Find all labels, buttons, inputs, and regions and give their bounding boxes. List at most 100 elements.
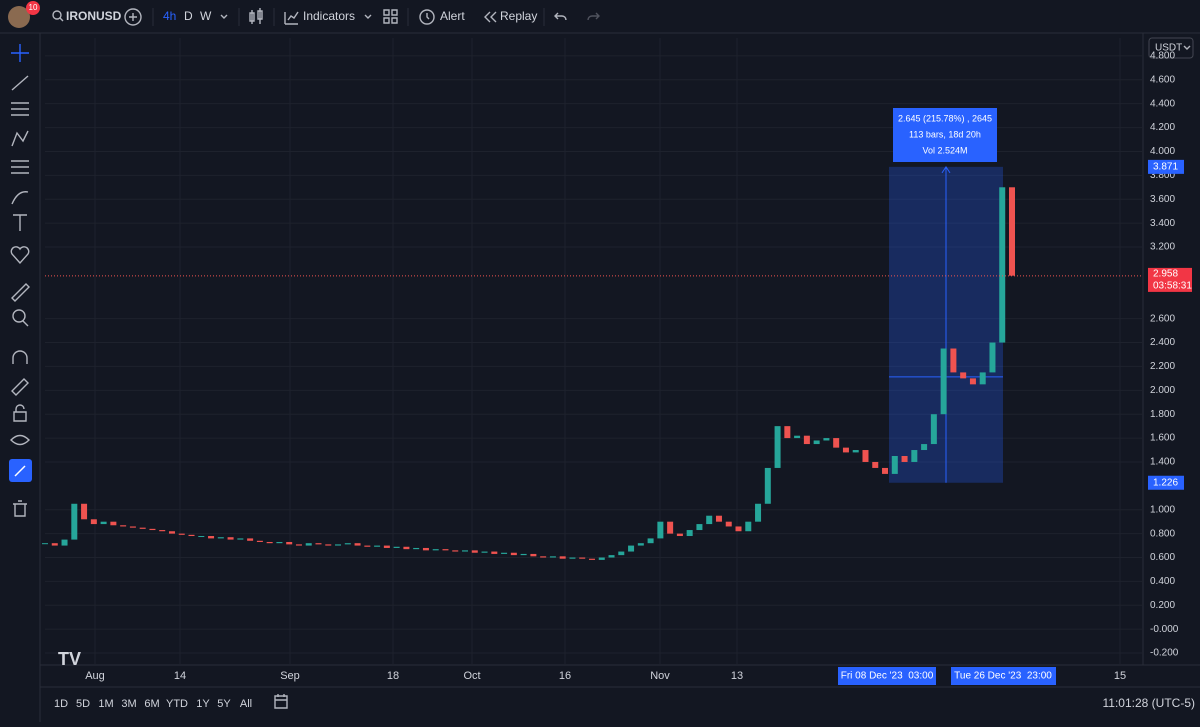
prediction[interactable] — [11, 160, 29, 174]
currency[interactable]: USDT — [1155, 43, 1182, 54]
candle — [940, 348, 947, 415]
candle — [217, 537, 224, 539]
symbol[interactable]: IRONUSD — [66, 9, 122, 23]
favorites[interactable] — [10, 246, 30, 265]
candle — [159, 530, 166, 532]
currency-select[interactable] — [1148, 37, 1194, 59]
zoom[interactable] — [12, 309, 26, 323]
interval[interactable]: W — [200, 9, 212, 23]
candle — [178, 533, 185, 535]
range-button[interactable]: 5Y — [217, 698, 231, 710]
candle — [335, 544, 342, 546]
undo[interactable] — [554, 12, 567, 21]
candle — [383, 545, 390, 548]
range-button[interactable]: 5D — [76, 698, 90, 710]
indicators-icon[interactable] — [284, 11, 299, 25]
candle — [930, 414, 937, 445]
candle — [530, 553, 537, 557]
candle — [745, 521, 752, 532]
text-tool[interactable] — [13, 214, 27, 231]
chart-type[interactable] — [249, 8, 263, 24]
time-label: Tue 26 Dec '23 23:00 — [954, 671, 1052, 682]
candle — [120, 525, 127, 527]
y-tick-label: 1.600 — [1150, 433, 1175, 444]
time-label: Fri 08 Dec '23 03:00 — [841, 671, 934, 682]
candle — [305, 543, 312, 546]
plot: Aug 14 Sep 18 Oct 16 Nov 13 15 4.800 4.600 4.400 4.2… — [42, 38, 1192, 685]
candle — [481, 551, 488, 553]
candle — [364, 545, 371, 547]
candle — [247, 538, 254, 541]
candle — [452, 550, 459, 552]
range-button[interactable]: 6M — [144, 698, 159, 710]
y-tick-label: 2.600 — [1150, 313, 1175, 324]
ruler[interactable] — [11, 283, 30, 302]
range-button[interactable]: 1D — [54, 698, 68, 710]
indicators[interactable]: Indicators — [303, 9, 355, 23]
candle — [90, 519, 97, 525]
candle — [374, 545, 381, 547]
candle — [618, 551, 625, 556]
brush[interactable] — [11, 191, 29, 205]
candle — [208, 536, 215, 539]
candle — [628, 545, 635, 552]
candle — [901, 456, 908, 462]
alert[interactable]: Alert — [440, 9, 465, 23]
candle — [588, 558, 595, 560]
measure-text: 2.645 (215.78%) , 2645 — [898, 113, 992, 123]
lock[interactable] — [13, 404, 27, 422]
candle — [950, 348, 957, 373]
candle — [696, 524, 703, 531]
replay[interactable]: Replay — [500, 9, 537, 23]
crosshair[interactable] — [11, 44, 29, 62]
candle — [1009, 187, 1015, 276]
candle — [462, 550, 469, 552]
candle — [891, 456, 898, 474]
fib[interactable] — [11, 102, 29, 116]
measure-price-badge — [1148, 159, 1184, 174]
candle — [833, 438, 840, 448]
layouts[interactable] — [383, 9, 398, 24]
range-button[interactable]: 1M — [98, 698, 113, 710]
candle — [61, 539, 68, 546]
avatar[interactable] — [8, 6, 30, 28]
x-tick-label: 16 — [559, 670, 571, 682]
remove[interactable] — [13, 500, 27, 517]
stay-drawing[interactable] — [11, 378, 29, 396]
candle — [872, 461, 879, 468]
interval[interactable]: D — [184, 9, 193, 23]
candle — [803, 435, 810, 445]
candle — [227, 537, 234, 540]
y-tick-label: 2.000 — [1150, 385, 1175, 396]
candle — [266, 541, 273, 544]
candle — [784, 426, 791, 439]
magnet[interactable] — [12, 350, 28, 364]
range-button[interactable]: YTD — [166, 698, 188, 710]
alert-icon[interactable] — [419, 9, 435, 25]
add-symbol[interactable] — [124, 8, 142, 26]
range-button[interactable]: All — [240, 698, 252, 710]
replay-icon[interactable] — [484, 11, 497, 23]
y-tick-label: 4.200 — [1150, 122, 1175, 133]
range-button[interactable]: 3M — [121, 698, 136, 710]
top-bar: 10 IRONUSD 4h D W Indicators Alert Repla… — [0, 0, 1200, 34]
logo: TV — [58, 649, 81, 669]
candle — [764, 467, 771, 504]
candle — [237, 538, 244, 540]
range-button[interactable]: 1Y — [196, 698, 210, 710]
y-tick-label: 0.400 — [1150, 576, 1175, 587]
candle — [42, 543, 48, 545]
date-range[interactable] — [274, 694, 288, 709]
interval[interactable]: 4h — [163, 9, 176, 23]
patterns[interactable] — [11, 130, 29, 147]
candle — [794, 435, 801, 439]
hide[interactable] — [10, 434, 30, 446]
x-tick-label: Sep — [280, 670, 300, 682]
candle — [149, 528, 156, 531]
candle — [637, 543, 644, 546]
trend-line[interactable] — [11, 75, 29, 91]
y-tick-label: 1.400 — [1150, 457, 1175, 468]
redo[interactable] — [587, 12, 600, 21]
search-icon[interactable] — [52, 10, 62, 20]
interval-menu[interactable] — [220, 14, 228, 19]
